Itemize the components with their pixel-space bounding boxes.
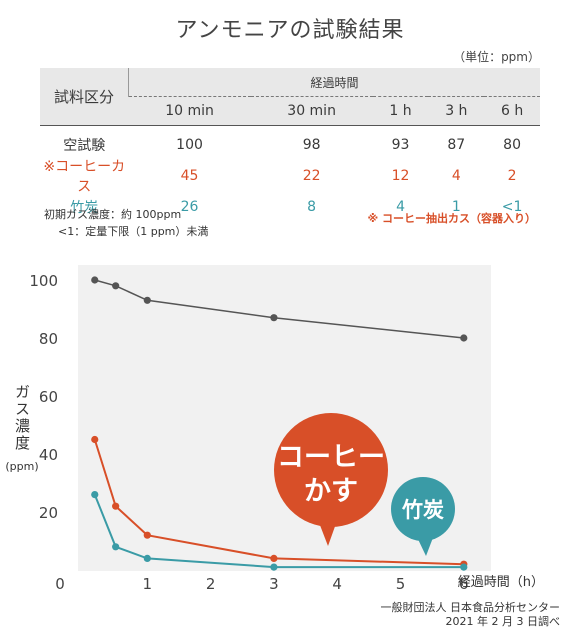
x-tick-label: 2 bbox=[206, 575, 216, 593]
table-row: 空試験 100 98 93 87 80 bbox=[40, 134, 540, 156]
results-table: 試料区分 経過時間 10 min 30 min 1 h 3 h 6 h 空試験 … bbox=[40, 68, 540, 218]
coffee-callout bbox=[274, 413, 388, 527]
x-tick-label: 4 bbox=[332, 575, 342, 593]
data-point bbox=[270, 314, 278, 322]
x-axis-label: 経過時間（h） bbox=[458, 575, 544, 590]
data-point bbox=[460, 334, 468, 342]
data-point bbox=[143, 531, 151, 539]
table-cell: 100 bbox=[176, 137, 203, 153]
bamboo-callout bbox=[391, 477, 455, 541]
data-point bbox=[91, 435, 99, 444]
table-cell: 26 bbox=[180, 199, 199, 215]
x-tick-label: 5 bbox=[396, 575, 406, 593]
x-tick-label: 1 bbox=[143, 575, 153, 593]
time-label: 10 min bbox=[128, 96, 251, 126]
y-tick-label: 40 bbox=[39, 446, 58, 464]
source-note: 一般財団法人 日本食品分析センター 2021 年 2 月 3 日調べ bbox=[381, 601, 561, 629]
table-cell: 93 bbox=[391, 137, 410, 153]
table-cell: 80 bbox=[503, 137, 521, 153]
table-row: 竹炭 26 8 4 1 <1 bbox=[40, 196, 540, 218]
data-point bbox=[112, 502, 120, 510]
y-tick-label: 60 bbox=[39, 388, 58, 406]
data-point bbox=[270, 563, 278, 571]
x-tick-label: 0 bbox=[55, 575, 65, 593]
time-label: 6 h bbox=[484, 96, 540, 126]
coffee-callout-label: コーヒー bbox=[277, 442, 385, 473]
time-label: 1 h bbox=[372, 96, 429, 126]
row-label: ※コーヒーカス bbox=[43, 159, 126, 195]
table-cell: 4 bbox=[396, 199, 405, 215]
x-tick-label: 6 bbox=[459, 575, 469, 593]
source-date: 2021 年 2 月 3 日調べ bbox=[445, 615, 560, 628]
data-point bbox=[460, 563, 468, 571]
time-label: 3 h bbox=[428, 96, 485, 126]
row-label: 竹炭 bbox=[70, 200, 99, 216]
table-cell: 98 bbox=[302, 137, 321, 153]
time-label: 30 min bbox=[250, 96, 373, 126]
data-point bbox=[112, 282, 120, 290]
data-point bbox=[112, 543, 120, 551]
table-cell: 8 bbox=[307, 199, 317, 215]
coffee-callout-label: かす bbox=[304, 476, 358, 507]
data-point bbox=[143, 296, 151, 304]
table-cell: 45 bbox=[180, 168, 199, 184]
table-cell: 22 bbox=[302, 168, 321, 184]
table-cell: 2 bbox=[507, 168, 517, 184]
data-point bbox=[91, 491, 99, 499]
y-tick-label: 20 bbox=[39, 504, 58, 522]
x-tick-label: 3 bbox=[269, 575, 279, 593]
time-header: 経過時間 bbox=[128, 68, 540, 97]
data-point bbox=[91, 276, 99, 284]
unit-note: （単位：ppm） bbox=[453, 50, 540, 64]
row-label: 空試験 bbox=[63, 138, 106, 154]
detection-limit-note: <1：定量下限（1 ppm）未満 bbox=[58, 225, 209, 238]
table-cell: <1 bbox=[501, 199, 523, 215]
data-point bbox=[270, 554, 278, 563]
table-cell: 1 bbox=[451, 199, 461, 215]
coffee-footnote: ※ コーヒー抽出カス（容器入り） bbox=[367, 212, 536, 225]
y-tick-label: 100 bbox=[29, 272, 58, 290]
bamboo-callout-label: 竹炭 bbox=[401, 498, 444, 522]
y-axis-unit: (ppm) bbox=[5, 460, 38, 473]
y-axis-label: ガス濃度 bbox=[13, 384, 31, 452]
row-header: 試料区分 bbox=[53, 88, 114, 106]
source-org: 一般財団法人 日本食品分析センター bbox=[380, 601, 561, 614]
table-cell: 12 bbox=[391, 168, 410, 184]
data-point bbox=[143, 554, 151, 563]
table-cell: 4 bbox=[451, 168, 461, 184]
y-tick-label: 80 bbox=[39, 330, 58, 348]
chart-title: アンモニアの試験結果 bbox=[175, 18, 405, 43]
table-row: ※コーヒーカス 45 22 12 4 2 bbox=[40, 156, 540, 196]
table-cell: 87 bbox=[447, 137, 466, 153]
initial-concentration-note: 初期ガス濃度：約 100ppm bbox=[44, 208, 182, 221]
table-notes: 初期ガス濃度：約 100ppm <1：定量下限（1 ppm）未満 bbox=[44, 206, 208, 240]
